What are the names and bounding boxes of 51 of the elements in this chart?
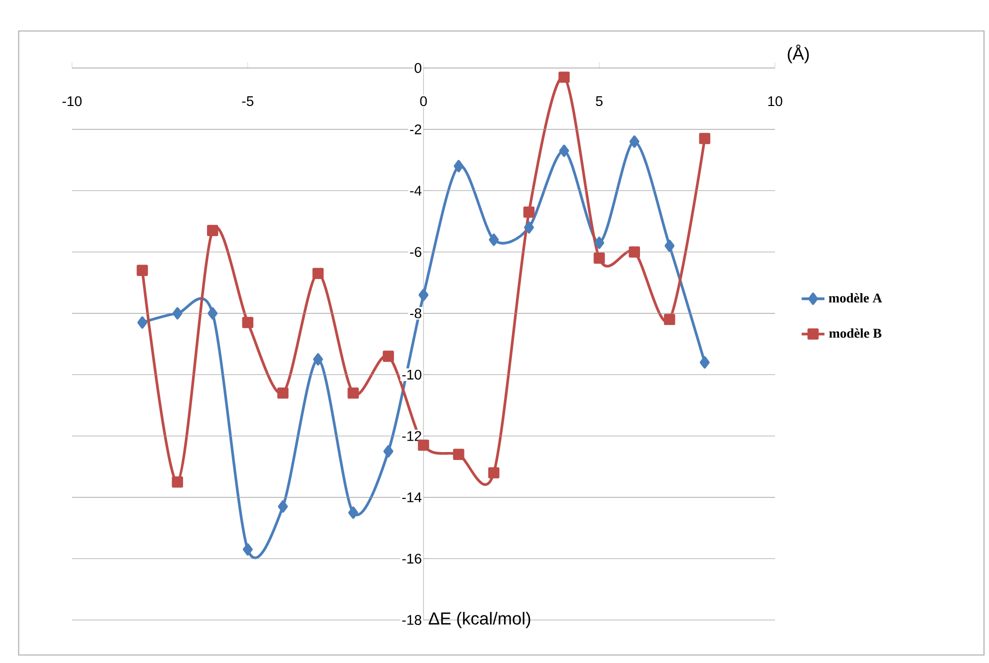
point	[172, 307, 182, 320]
point	[208, 307, 218, 320]
legend-label: modèle B	[829, 328, 882, 338]
x-tick-label: 5	[596, 96, 603, 106]
point	[313, 353, 323, 366]
legend-label: modèle A	[828, 293, 882, 303]
point	[699, 132, 710, 144]
point	[242, 543, 253, 556]
point	[594, 252, 605, 264]
y-tick-label: -16	[402, 554, 422, 564]
point	[453, 448, 464, 460]
point	[278, 500, 288, 513]
point	[312, 268, 324, 280]
point	[664, 240, 674, 252]
point	[594, 236, 604, 249]
point	[418, 440, 430, 451]
point	[207, 224, 218, 236]
point	[700, 356, 710, 369]
point	[629, 135, 640, 148]
point	[136, 264, 148, 276]
y-tick-label: -18	[402, 615, 422, 625]
y-axis-title: ΔE (kcal/mol)	[428, 612, 530, 628]
point	[628, 246, 640, 258]
point	[137, 316, 148, 329]
point	[558, 72, 570, 83]
point	[348, 387, 359, 399]
y-tick-label: 0	[414, 63, 422, 73]
y-tick-label: -6	[410, 247, 422, 257]
y-tick-label: -10	[402, 370, 422, 380]
point	[488, 467, 500, 478]
point	[348, 506, 358, 519]
point	[488, 234, 499, 246]
point	[242, 316, 254, 328]
x-axis-title: (Å)	[788, 44, 809, 64]
point	[559, 144, 570, 157]
point	[382, 350, 394, 362]
y-tick-label: -14	[402, 492, 422, 502]
point	[418, 288, 428, 302]
x-tick-label: -5	[242, 96, 254, 106]
point	[454, 160, 464, 172]
y-tick-label: -8	[410, 308, 422, 318]
y-tick-label: -4	[410, 186, 422, 196]
point	[523, 206, 535, 218]
point	[172, 476, 184, 488]
x-tick-label: 10	[768, 96, 782, 106]
point	[524, 221, 534, 234]
point	[664, 314, 676, 326]
point	[383, 445, 394, 458]
point	[277, 387, 289, 399]
x-tick-label: -10	[62, 96, 82, 106]
y-tick-label: -2	[410, 124, 422, 134]
